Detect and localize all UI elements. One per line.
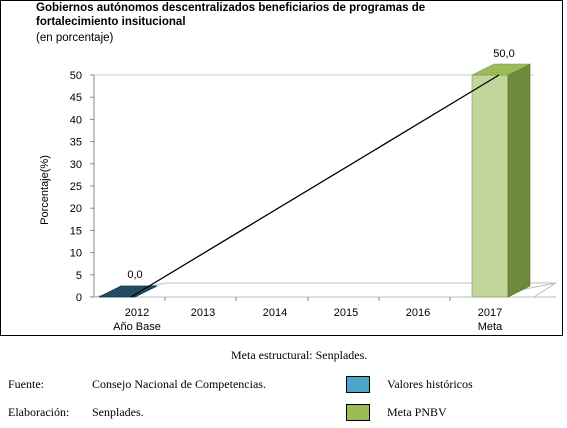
y-tick-label: 45 [70,92,82,104]
data-label-2017: 50,0 [493,48,514,60]
x-tick-label: 2013 [191,307,215,319]
legend-swatch-meta [346,404,370,421]
y-tick-label: 15 [70,225,82,237]
bar-meta-front-2017 [471,74,509,298]
x-tick-label: 2014 [263,307,287,319]
x-tick-label: 2015 [334,307,358,319]
y-tick-label: 40 [70,114,82,126]
x-tick-sublabel: Año Base [113,321,161,333]
x-tick-label: 2012 [125,307,149,319]
elaboracion-value: Senplades. [92,405,144,419]
fuente-value: Consejo Nacional de Competencias. [92,377,266,391]
y-tick-label: 20 [70,203,82,215]
chart-frame [0,0,563,336]
x-tick-sublabel: Meta [478,321,503,333]
chart-title: Gobiernos autónomos descentralizados ben… [36,2,426,28]
y-tick-label: 35 [70,137,82,149]
x-tick-label: 2017 [478,307,502,319]
floor-right-edge [533,282,557,298]
bar-historicos-2012 [98,285,158,298]
legend-label-historicos: Valores históricos [387,377,473,391]
y-axis-label: Porcentaje(%) [39,155,51,225]
x-tick-label: 2016 [406,307,430,319]
chart-subtitle: (en porcentaje) [36,32,114,44]
legend-label-meta: Meta PNBV [387,405,447,419]
y-tick-label: 0 [76,292,82,304]
elaboracion-label: Elaboración: [8,405,70,419]
y-tick-label: 10 [70,248,82,260]
data-label-2012: 0,0 [127,269,142,281]
bar-meta-top-2017 [471,63,531,76]
fuente-label: Fuente: [8,377,44,391]
chart-plot: 0 5 10 15 20 25 30 35 40 45 50 Porcentaje(%) 2012 Año… [39,48,557,333]
legend-swatch-historicos [346,376,370,393]
caption: Meta estructural: Senplades. [231,348,368,362]
bar-meta-side-2017 [507,63,531,298]
trend-line [130,74,500,298]
y-tick-label: 50 [70,70,82,82]
y-tick-label: 30 [70,159,82,171]
y-tick-label: 25 [70,181,82,193]
y-tick-label: 5 [76,270,82,282]
